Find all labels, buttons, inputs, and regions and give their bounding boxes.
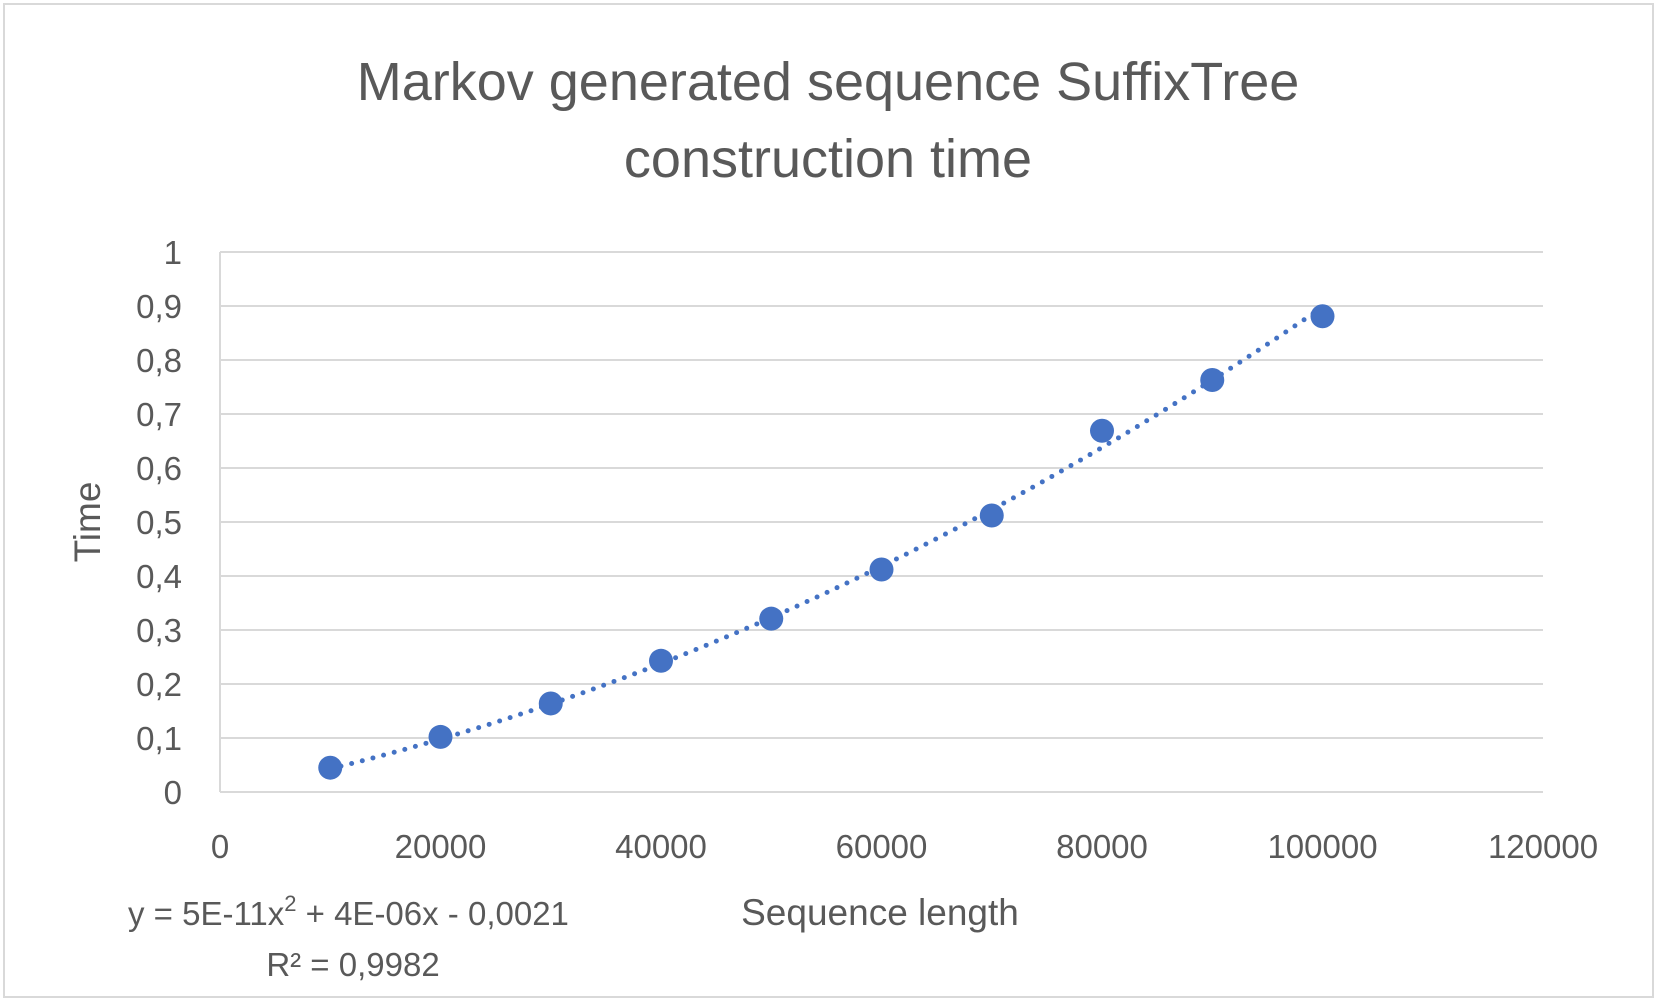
y-tick-label: 0,6 (136, 450, 182, 487)
data-point (869, 557, 894, 582)
equation-exponent: 2 (284, 891, 296, 916)
x-tick-label: 120000 (1488, 828, 1598, 865)
y-tick-label: 0,9 (136, 288, 182, 325)
y-tick-label: 0,8 (136, 342, 182, 379)
x-tick-label: 40000 (615, 828, 707, 865)
r-squared-label: R² = 0,9982 (266, 946, 439, 983)
chart-title-line-1: Markov generated sequence SuffixTree (357, 52, 1300, 112)
gridlines (219, 251, 1543, 793)
y-tick-label: 0,5 (136, 504, 182, 541)
data-point (649, 648, 673, 673)
y-tick-label: 1 (164, 234, 182, 271)
x-tick-label: 0 (211, 828, 229, 865)
y-tick-label: 0,4 (136, 558, 182, 595)
x-tick-label: 80000 (1056, 828, 1148, 865)
equation-suffix: + 4E-06x - 0,0021 (296, 895, 568, 932)
chart-frame (3, 3, 1654, 998)
data-point (1090, 418, 1114, 443)
data-point (1310, 304, 1335, 329)
data-point (428, 724, 453, 749)
x-tick-labels: 0 20000 40000 60000 80000 100000 120000 (211, 828, 1598, 865)
data-point (759, 606, 784, 631)
y-tick-labels: 0 0,1 0,2 0,3 0,4 0,5 0,6 0,7 0,8 0,9 1 (136, 234, 182, 811)
data-point (318, 755, 343, 780)
y-tick-label: 0,2 (136, 666, 182, 703)
x-axis-label: Sequence length (741, 892, 1019, 933)
data-point (979, 503, 1004, 528)
x-tick-label: 60000 (836, 828, 928, 865)
y-tick-label: 0,3 (136, 612, 182, 649)
y-axis-label: Time (67, 482, 108, 563)
trendline (327, 304, 1325, 772)
data-point (1200, 367, 1225, 392)
trendline-equation: y = 5E-11x2 + 4E-06x - 0,0021 (128, 891, 569, 932)
trendline-group (327, 304, 1325, 772)
y-tick-label: 0,7 (136, 396, 182, 433)
y-tick-label: 0 (164, 774, 182, 811)
data-point (538, 691, 563, 716)
equation-prefix: y = 5E-11x (128, 895, 285, 932)
chart-title-line-2: construction time (624, 129, 1032, 189)
x-tick-label: 20000 (395, 828, 487, 865)
data-points (318, 304, 1335, 780)
x-tick-label: 100000 (1267, 828, 1377, 865)
y-tick-label: 0,1 (136, 720, 182, 757)
